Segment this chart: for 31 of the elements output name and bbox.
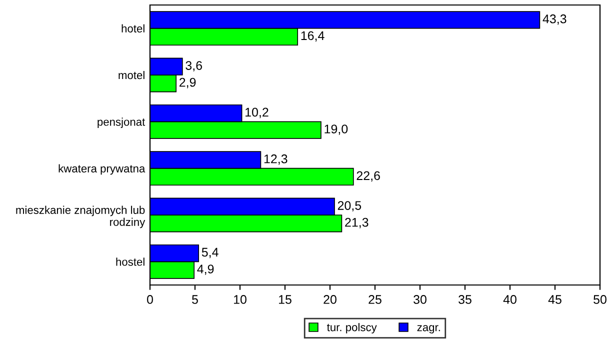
y-tick-label: motel bbox=[118, 70, 144, 80]
y-tick-label: mieszkanie znajomych lub rodziny bbox=[16, 206, 146, 228]
x-tick-label: 25 bbox=[368, 295, 382, 304]
legend-label: tur. polscy bbox=[327, 323, 377, 334]
x-tick-label: 35 bbox=[458, 295, 472, 304]
data-label: 16,4 bbox=[301, 31, 324, 42]
y-tick-label: pensjonat bbox=[98, 118, 146, 128]
x-tick-label: 15 bbox=[279, 295, 292, 304]
x-tick-label: 0 bbox=[147, 295, 153, 304]
data-label: 5,4 bbox=[202, 248, 218, 258]
data-label: 21,3 bbox=[345, 218, 368, 228]
x-tick-label: 10 bbox=[234, 295, 246, 304]
x-tick-label: 45 bbox=[548, 295, 562, 304]
data-label: 10,2 bbox=[246, 108, 268, 118]
y-tick-label: hostel bbox=[116, 258, 144, 266]
x-tick-label: 30 bbox=[414, 295, 426, 304]
data-label: 43,3 bbox=[542, 14, 566, 25]
legend-label: zagr. bbox=[417, 325, 440, 334]
y-tick-label: kwatera prywatna bbox=[58, 164, 146, 175]
data-label: 22,6 bbox=[356, 171, 380, 182]
data-label: 12,3 bbox=[264, 154, 288, 165]
x-tick-label: 40 bbox=[503, 295, 516, 304]
y-tick-label: hotel bbox=[122, 24, 144, 32]
x-tick-label: 20 bbox=[324, 295, 336, 304]
data-label: 20,5 bbox=[338, 201, 362, 212]
data-label: 4,9 bbox=[197, 264, 214, 275]
x-tick-label: 50 bbox=[594, 295, 606, 304]
data-label: 19,0 bbox=[324, 124, 348, 135]
data-label: 3,6 bbox=[186, 61, 202, 72]
x-tick-label: 5 bbox=[192, 295, 198, 304]
data-label: 2,9 bbox=[180, 78, 196, 88]
